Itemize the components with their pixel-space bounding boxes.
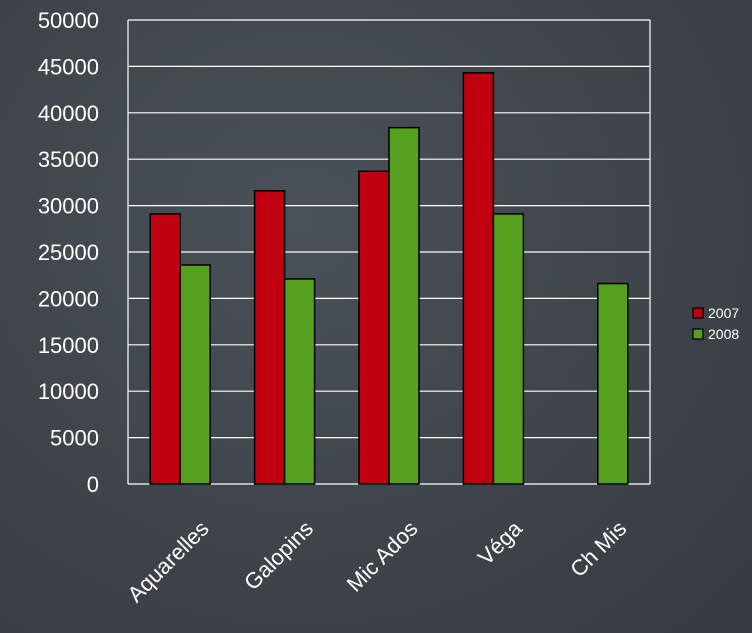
x-axis-ticks: Aquarelles Galopins Mic Ados Véga Ch Mis xyxy=(123,515,632,607)
x-tick-label: Véga xyxy=(473,515,528,570)
x-tick-label: Galopins xyxy=(239,516,318,595)
y-tick-label: 35000 xyxy=(38,147,99,172)
y-tick-label: 40000 xyxy=(38,101,99,126)
legend-label-2007: 2007 xyxy=(708,305,739,321)
bar-2008-ch-mis xyxy=(597,282,629,485)
x-tick-label: Mic Ados xyxy=(342,516,423,597)
y-tick-label: 50000 xyxy=(38,8,99,33)
y-tick-label: 5000 xyxy=(50,426,99,451)
y-tick-label: 25000 xyxy=(38,240,99,265)
legend-swatch-2008 xyxy=(692,328,704,340)
bar-2007-véga xyxy=(462,72,495,485)
bar-2008-véga xyxy=(492,213,525,485)
bar-2007-galopins xyxy=(253,190,286,485)
legend-swatch-2007 xyxy=(692,307,704,319)
y-tick-label: 45000 xyxy=(38,54,99,79)
bar-2007-aquarelles xyxy=(149,213,181,485)
bar-2008-aquarelles xyxy=(179,264,211,485)
y-tick-label: 30000 xyxy=(38,194,99,219)
y-tick-label: 15000 xyxy=(38,333,99,358)
legend-label-2008: 2008 xyxy=(708,326,739,342)
x-tick-label: Aquarelles xyxy=(123,516,214,607)
bar-2008-mic-ados xyxy=(388,126,420,485)
bar-2008-galopins xyxy=(283,278,316,485)
x-tick-label: Ch Mis xyxy=(565,516,631,582)
y-tick-label: 0 xyxy=(87,472,99,497)
y-tick-label: 20000 xyxy=(38,286,99,311)
y-tick-label: 10000 xyxy=(38,379,99,404)
bars xyxy=(149,72,629,485)
bar-2007-mic-ados xyxy=(358,170,390,485)
legend: 2007 2008 xyxy=(692,305,739,342)
y-axis-ticks: 0 5000 10000 15000 20000 25000 30000 35000 40000… xyxy=(38,8,99,497)
